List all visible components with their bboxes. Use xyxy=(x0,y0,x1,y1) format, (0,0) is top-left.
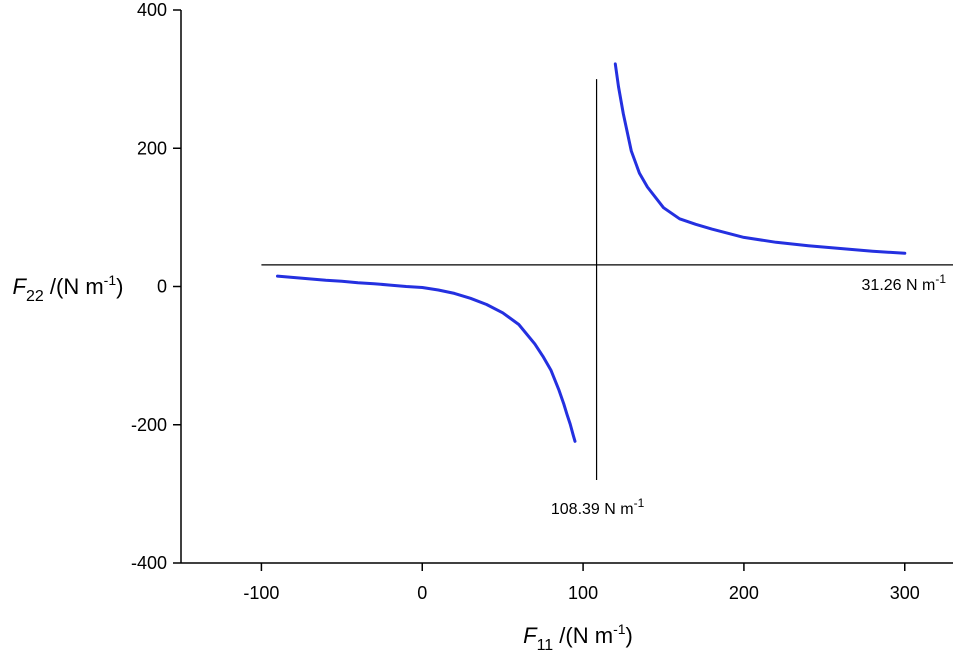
x-axis-title: F11 /(N m-1) xyxy=(523,621,633,654)
series-branch-1 xyxy=(276,274,577,443)
x-tick-label: -100 xyxy=(243,583,279,603)
series-layer xyxy=(276,62,907,443)
axis-layer: -100 0 100 200 300 -400 -200 0 200 400 xyxy=(131,0,953,603)
series-branch-2 xyxy=(613,62,907,255)
y-tick-label: -400 xyxy=(131,553,167,573)
x-tick-label: 200 xyxy=(729,583,759,603)
x-tick-label: 0 xyxy=(417,583,427,603)
y-tick-label: -200 xyxy=(131,415,167,435)
x-tick-label: 300 xyxy=(890,583,920,603)
horizontal-asymptote-label: 31.26 N m-1 xyxy=(862,272,947,294)
y-tick-label: 400 xyxy=(137,0,167,20)
y-tick-label: 200 xyxy=(137,138,167,158)
label-layer: 108.39 N m-1 31.26 N m-1 F11 /(N m-1) F22 /… xyxy=(13,272,947,654)
asymptote-layer xyxy=(261,79,953,481)
y-tick-label: 0 xyxy=(157,277,167,297)
y-axis-title: F22 /(N m-1) xyxy=(13,272,124,305)
vertical-asymptote-label: 108.39 N m-1 xyxy=(551,496,645,518)
x-tick-label: 100 xyxy=(568,583,598,603)
